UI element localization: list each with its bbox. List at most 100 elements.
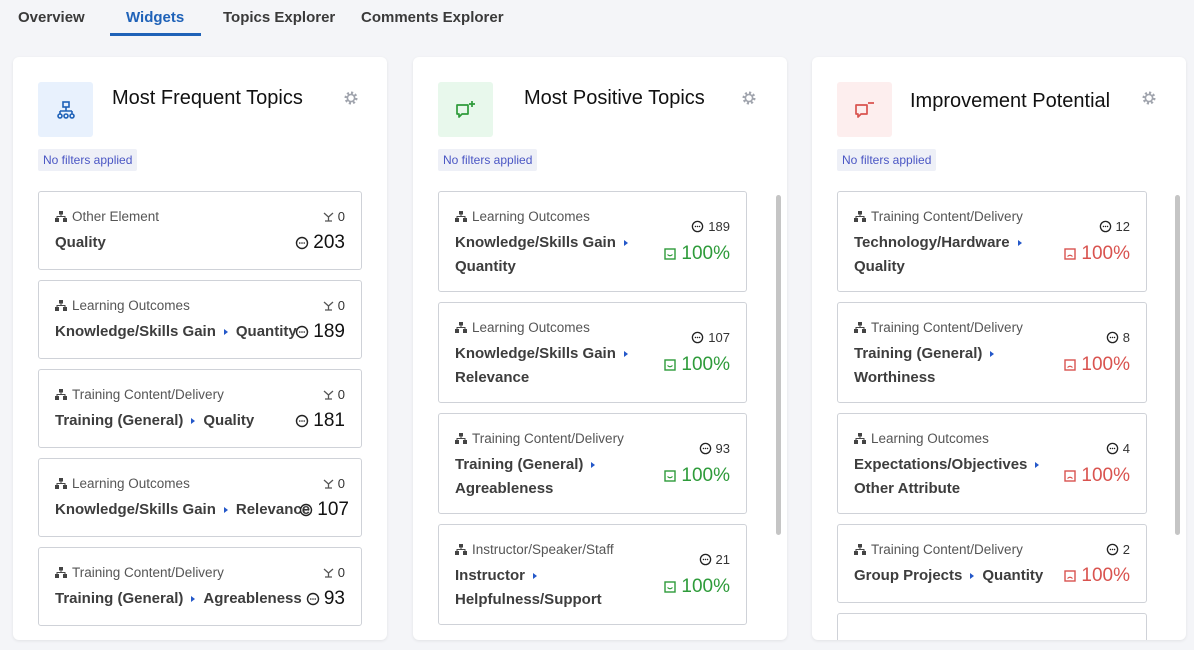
topic-path: Knowledge/Skills Gain Quantity: [55, 323, 297, 340]
comment-count: 203: [295, 232, 345, 254]
comment-icon: [306, 592, 320, 606]
topic-label: Knowledge/Skills Gain: [455, 234, 616, 251]
topic-label: Knowledge/Skills Gain: [55, 501, 216, 518]
comment-icon: [296, 414, 309, 428]
comment-count: 21: [699, 552, 730, 567]
subtopic-label: Relevance: [455, 369, 530, 386]
comment-icon: [699, 553, 711, 566]
panel-improvement-potential: Improvement Potential No filters applied…: [812, 57, 1186, 640]
hierarchy-icon: [455, 544, 467, 555]
topic-card[interactable]: Other Element Quality 0 203: [38, 191, 362, 270]
smile-icon: [664, 359, 677, 371]
category-label: Learning Outcomes: [72, 476, 190, 491]
topic-card[interactable]: Learning Outcomes Knowledge/Skills Gain Q…: [38, 280, 362, 359]
topic-card[interactable]: Learning Outcomes Expectations/Objective…: [837, 413, 1147, 514]
breadcrumb-arrow-icon: [623, 239, 628, 246]
category-label: Learning Outcomes: [871, 431, 989, 446]
topic-label: Training (General): [854, 345, 983, 362]
comment-count: 189: [691, 219, 730, 234]
breadcrumb-arrow-icon: [191, 595, 196, 602]
breadcrumb-arrow-icon: [591, 461, 596, 468]
comment-minus-icon: [837, 82, 892, 137]
category-label: Learning Outcomes: [472, 209, 590, 224]
positive-percent: 100%: [664, 465, 730, 487]
subtopic-label: Other Attribute: [854, 480, 961, 497]
topic-label: Training (General): [455, 456, 584, 473]
scrollbar[interactable]: [1175, 195, 1180, 535]
sentiment-neutral-icon: [323, 212, 334, 222]
breadcrumb-arrow-icon: [223, 328, 228, 335]
frown-icon: [1064, 359, 1077, 371]
topic-label: Knowledge/Skills Gain: [55, 323, 216, 340]
category-label: Training Content/Delivery: [871, 209, 1023, 224]
topic-category: Training Content/Delivery: [854, 542, 1023, 557]
tab-widgets[interactable]: Widgets: [126, 9, 185, 26]
comment-icon: [1106, 331, 1119, 344]
topic-path: Knowledge/Skills Gain Relevance: [55, 501, 310, 518]
topic-card[interactable]: Learning Outcomes Knowledge/Skills Gain R…: [38, 458, 362, 537]
positive-percent: 100%: [664, 354, 730, 376]
topic-path: Quality: [55, 234, 106, 251]
topic-label: Training (General): [55, 412, 184, 429]
topic-category: Learning Outcomes: [55, 476, 190, 491]
filter-status-badge: No filters applied: [438, 149, 538, 171]
topic-card[interactable]: Training Content/Delivery Group Projects…: [837, 524, 1147, 603]
topic-category: Learning Outcomes: [455, 209, 590, 224]
comment-count: 8: [1106, 330, 1130, 345]
topic-card[interactable]: Training Content/Delivery Training (Gene…: [38, 547, 362, 626]
panel-most-frequent-topics: Most Frequent Topics No filters applied …: [13, 57, 387, 640]
comment-icon: [1099, 220, 1111, 233]
topic-card[interactable]: Training Content/Delivery Training (Gene…: [837, 302, 1147, 403]
topic-label: Group Projects: [854, 567, 963, 584]
topic-category: Training Content/Delivery: [854, 320, 1023, 335]
scrollbar[interactable]: [776, 195, 781, 535]
filter-status-badge: No filters applied: [38, 149, 138, 171]
meta-count: 0: [323, 209, 345, 224]
tab-bar: Overview Widgets Topics Explorer Comment…: [0, 0, 1194, 40]
gear-icon[interactable]: [1141, 90, 1157, 106]
comment-count: 4: [1106, 441, 1130, 456]
hierarchy-icon: [854, 322, 866, 333]
breadcrumb-arrow-icon: [990, 350, 995, 357]
topic-category: Learning Outcomes: [854, 431, 989, 446]
topic-card[interactable]: Instructor/Speaker/Staff Instructor Help…: [438, 524, 747, 625]
tab-topics-explorer[interactable]: Topics Explorer: [223, 9, 336, 26]
frown-icon: [1064, 570, 1077, 582]
gear-icon[interactable]: [741, 90, 757, 106]
tab-overview[interactable]: Overview: [18, 9, 85, 26]
topic-card[interactable]: Training Content/Delivery Technology/Har…: [837, 191, 1147, 292]
hierarchy-icon: [55, 567, 67, 578]
topic-label: Expectations/Objectives: [854, 456, 1028, 473]
comment-icon: [296, 236, 309, 250]
comment-icon: [1106, 442, 1119, 455]
topic-card[interactable]: Learning Outcomes Knowledge/Skills Gain …: [438, 191, 747, 292]
subtopic-label: Quantity: [455, 258, 516, 275]
topic-path: Group Projects Quantity: [854, 567, 1043, 584]
subtopic-label: Agreableness: [203, 590, 302, 607]
topic-label: Knowledge/Skills Gain: [455, 345, 616, 362]
topic-category: Training Content/Delivery: [55, 387, 224, 402]
topic-label: Quality: [55, 234, 106, 251]
tab-comments-explorer[interactable]: Comments Explorer: [361, 9, 504, 26]
topic-card-partial[interactable]: [837, 613, 1147, 640]
category-label: Training Content/Delivery: [72, 565, 224, 580]
hierarchy-icon: [854, 544, 866, 555]
breadcrumb-arrow-icon: [970, 572, 975, 579]
subtopic-label: Quality: [854, 258, 905, 275]
topic-path: Knowledge/Skills Gain: [455, 234, 636, 251]
category-label: Other Element: [72, 209, 160, 224]
hierarchy-icon: [55, 478, 67, 489]
comment-icon: [296, 325, 309, 339]
topic-path: Training (General): [455, 456, 603, 473]
filter-status-badge: No filters applied: [837, 149, 937, 171]
comment-count: 107: [691, 330, 730, 345]
gear-icon[interactable]: [343, 90, 359, 106]
topic-card[interactable]: Learning Outcomes Knowledge/Skills Gain …: [438, 302, 747, 403]
comment-count: 12: [1099, 219, 1130, 234]
topic-card[interactable]: Training Content/Delivery Training (Gene…: [38, 369, 362, 448]
topic-path: Instructor: [455, 567, 545, 584]
category-label: Instructor/Speaker/Staff: [472, 542, 614, 557]
hierarchy-icon: [455, 211, 467, 222]
hierarchy-icon: [455, 322, 467, 333]
topic-card[interactable]: Training Content/Delivery Training (Gene…: [438, 413, 747, 514]
